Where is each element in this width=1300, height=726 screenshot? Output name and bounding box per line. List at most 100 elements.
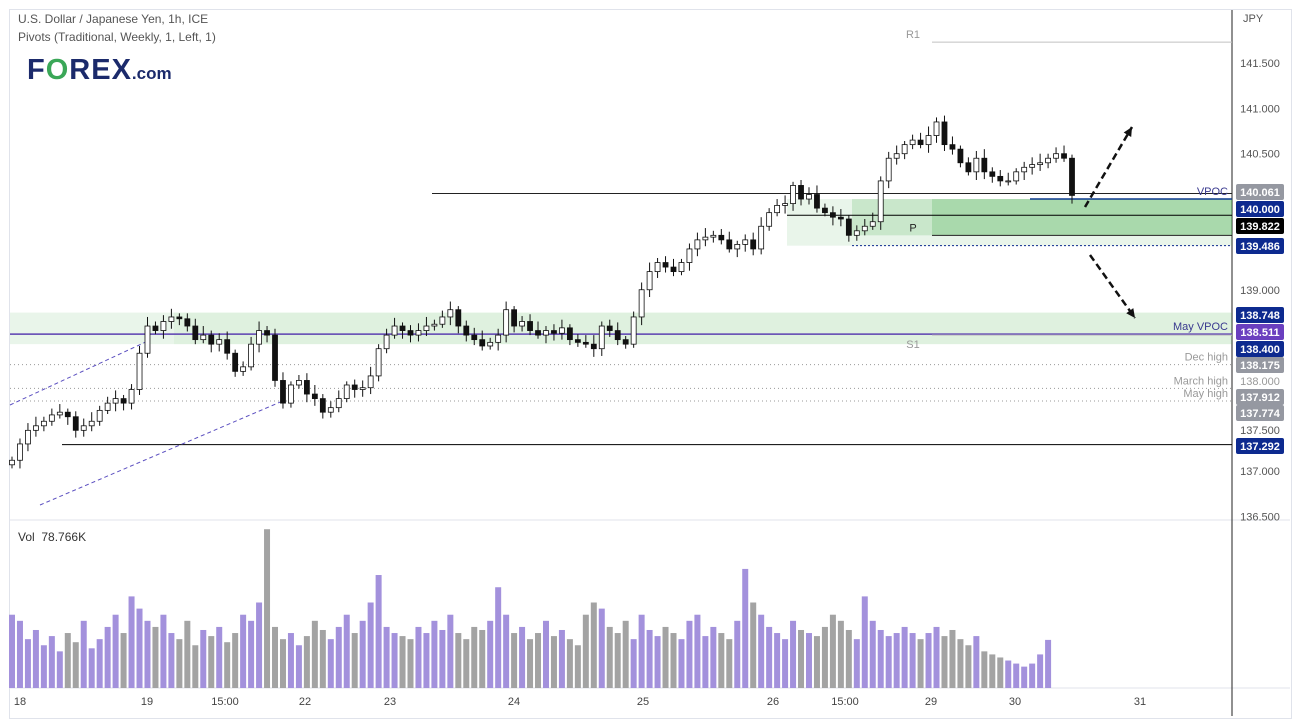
bullish-arrow-head (1123, 127, 1132, 137)
candle-body (455, 309, 462, 327)
time-tick: 18 (14, 696, 26, 708)
candle-body (17, 443, 23, 461)
volume-bar (973, 636, 980, 688)
axis-tag-label-dec: 138.175 (1240, 360, 1280, 372)
volume-bar (16, 620, 23, 688)
volume-bar (192, 645, 199, 688)
volume-bar (407, 639, 414, 688)
candle-body (96, 409, 103, 422)
candle-body (845, 218, 852, 236)
volume-bar (702, 636, 709, 688)
candle-body (503, 309, 510, 336)
time-tick: 15:00 (831, 696, 859, 708)
axis-tag-may (1236, 405, 1284, 421)
candle-body (176, 316, 183, 320)
candle-body (487, 341, 494, 347)
volume-bar (24, 639, 31, 688)
candle-body (1037, 162, 1044, 165)
level-label-r1: R1 (906, 29, 920, 41)
volume-bar (718, 633, 725, 688)
candle-body (224, 339, 231, 354)
volume-bar (264, 529, 271, 688)
volume-bar (303, 636, 310, 688)
candle-body (343, 384, 350, 399)
candle-body (319, 398, 326, 413)
volume-bar (479, 629, 486, 688)
axis-tag-label-mayvpoc: 138.511 (1240, 327, 1279, 339)
volume-bar (120, 633, 127, 688)
candle-body (582, 341, 589, 345)
candle-body (80, 425, 87, 431)
volume-bar (279, 639, 286, 688)
candle-body (869, 221, 876, 227)
candle-body (479, 339, 486, 347)
price-tick: 140.500 (1240, 149, 1280, 161)
volume-bar (88, 648, 95, 688)
volume-bar (614, 633, 621, 688)
volume-bar (104, 626, 111, 688)
candle-body (439, 316, 446, 325)
price-tick: 138.000 (1240, 376, 1280, 388)
indicator-title: Pivots (Traditional, Weekly, 1, Left, 1) (18, 30, 216, 44)
volume-bar (694, 614, 701, 688)
volume-bar (606, 626, 613, 688)
axis-tag-mayvpoc (1236, 324, 1284, 340)
candle-body (1029, 164, 1036, 168)
volume-bar (574, 645, 581, 688)
candle-body (232, 352, 239, 372)
currency-label: JPY (1243, 13, 1264, 25)
candle-body (774, 204, 781, 214)
volume-bar (224, 642, 231, 688)
volume-bar (1021, 666, 1028, 688)
volume-bar (383, 626, 390, 688)
candle-body (447, 309, 454, 318)
candle-body (64, 411, 71, 418)
candle-body (997, 175, 1004, 182)
volume-bar (798, 629, 805, 688)
volume-bar (598, 608, 605, 688)
volume-bar (837, 620, 844, 688)
volume-bar (662, 626, 669, 688)
volume-bar (766, 626, 773, 688)
volume-bar (160, 614, 167, 688)
volume-bar (893, 633, 900, 688)
volume-bar (367, 602, 374, 688)
candle-body (798, 185, 804, 200)
volume-bar (391, 633, 398, 688)
candle-body (128, 389, 135, 404)
volume-bar (941, 636, 948, 688)
volume-bar (327, 639, 334, 688)
volume-bar (152, 626, 159, 688)
candle-body (861, 225, 868, 232)
candle-body (208, 334, 215, 345)
axis-tag-label-last: 139.822 (1240, 221, 1280, 233)
candle-body (120, 398, 127, 404)
bearish-arrow-head (1126, 308, 1135, 318)
volume-bar (670, 633, 677, 688)
axis-tag-zonelow (1236, 341, 1284, 357)
volume-bar (957, 639, 964, 688)
resistance-zone-inner (852, 199, 1232, 236)
candle-body (877, 180, 884, 223)
candle-body (1045, 157, 1051, 164)
level-label-vpoc: VPOC (1197, 186, 1228, 198)
candle-body (200, 334, 207, 341)
candle-body (837, 216, 844, 220)
axis-tag-label-low: 137.292 (1240, 441, 1280, 453)
axis-tag-vpoc (1236, 201, 1284, 217)
volume-bar (168, 633, 175, 688)
volume-bar (638, 614, 645, 688)
volume-bar (311, 620, 318, 688)
bearish-arrow (1088, 254, 1137, 319)
candle-body (9, 459, 15, 466)
candle-body (296, 380, 302, 386)
candle-body (957, 148, 964, 164)
volume-bar (32, 629, 39, 688)
volume-bar (495, 587, 502, 688)
trendline-lower (39, 399, 286, 506)
time-tick: 26 (767, 696, 779, 708)
level-label-dec: Dec high (1185, 352, 1228, 364)
volume-bar (853, 639, 860, 688)
candle-body (375, 348, 382, 377)
